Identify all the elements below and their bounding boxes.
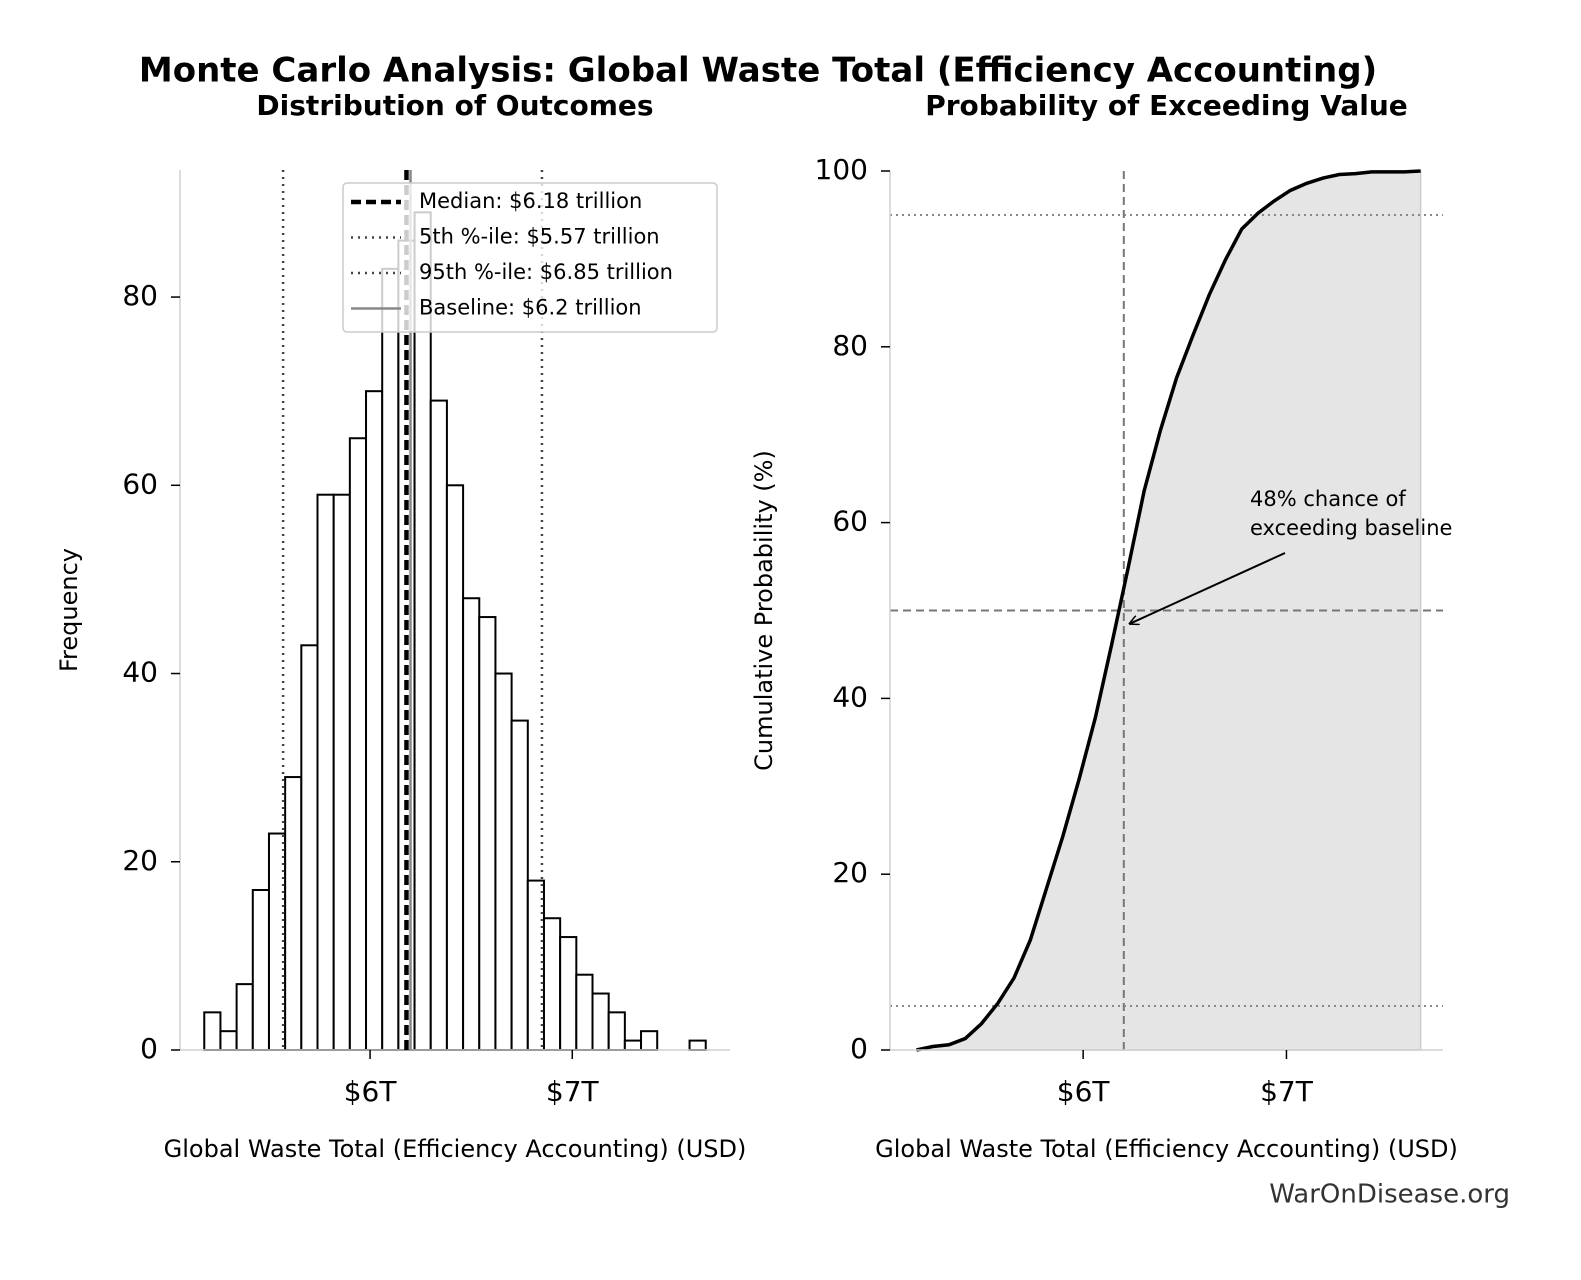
subplot-title: Distribution of Outcomes (256, 89, 653, 122)
x-tick-label: $6T (344, 1075, 398, 1108)
y-axis-label: Frequency (55, 548, 83, 672)
y-tick-label: 0 (140, 1032, 158, 1065)
y-tick-label: 80 (122, 279, 158, 312)
bar (429, 399, 448, 1051)
bar (203, 1011, 222, 1052)
bar (332, 493, 351, 1051)
cdf-line (916, 169, 1421, 1052)
y-tick-label: 60 (122, 467, 158, 500)
footer: WarOnDisease.org (1269, 1180, 1510, 1210)
bar (575, 973, 594, 1051)
bar (607, 1011, 626, 1052)
bar (365, 390, 384, 1052)
x-axis-label: Global Waste Total (Efficiency Accountin… (164, 1135, 747, 1163)
annotation: exceeding baseline (1250, 516, 1452, 540)
y-axis-label: Cumulative Probability (%) (750, 450, 778, 771)
y-tick-label: 40 (832, 680, 868, 713)
subplot-title: Probability of Exceeding Value (925, 89, 1408, 122)
legend-box (342, 182, 718, 333)
legend-label: 95th %-ile: $6.85 trillion (419, 260, 673, 284)
bar (462, 597, 481, 1051)
y-tick-label: 20 (832, 856, 868, 889)
bar (284, 776, 303, 1051)
x-tick-label: $7T (1260, 1075, 1314, 1108)
y-tick-label: 80 (832, 329, 868, 362)
bar (494, 672, 513, 1051)
y-tick-label: 20 (122, 844, 158, 877)
bar (623, 1039, 643, 1052)
annotation: 48% chance of (1250, 487, 1406, 511)
x-tick-label: $7T (546, 1075, 600, 1108)
legend-label: 5th %-ile: $5.57 trillion (419, 225, 660, 249)
bar (688, 1039, 707, 1052)
annotation-arrow (1130, 552, 1286, 624)
bar (235, 983, 254, 1052)
bar (542, 917, 562, 1051)
bar (559, 936, 578, 1052)
bar (445, 484, 465, 1051)
bar (251, 889, 270, 1051)
bar (510, 719, 529, 1052)
bar (348, 437, 368, 1051)
bar (316, 493, 335, 1051)
y-tick-label: 100 (815, 153, 868, 186)
bar (300, 644, 319, 1051)
bar (591, 992, 610, 1052)
y-tick-label: 60 (832, 505, 868, 538)
y-tick-label: 0 (850, 1032, 868, 1065)
figure-title: Monte Carlo Analysis: Global Waste Total… (139, 51, 1377, 91)
bar (478, 616, 497, 1051)
bar (219, 1030, 238, 1052)
bar (381, 267, 400, 1051)
legend-label: Median: $6.18 trillion (419, 189, 642, 213)
bar (640, 1030, 659, 1052)
x-tick-label: $6T (1057, 1075, 1111, 1108)
legend-label: Baseline: $6.2 trillion (419, 296, 642, 320)
bar (413, 211, 432, 1051)
y-tick-label: 40 (122, 656, 158, 689)
x-axis-label: Global Waste Total (Efficiency Accountin… (875, 1135, 1458, 1163)
